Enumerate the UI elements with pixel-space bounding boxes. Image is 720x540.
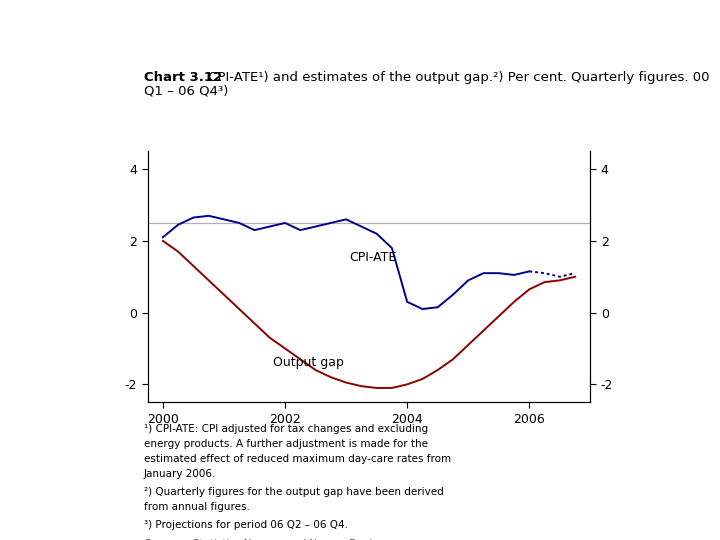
Text: from annual figures.: from annual figures.: [144, 502, 250, 512]
Text: CPI-ATE: CPI-ATE: [349, 251, 397, 264]
Text: Q1 – 06 Q4³): Q1 – 06 Q4³): [144, 84, 228, 97]
Text: ¹) CPI-ATE: CPI adjusted for tax changes and excluding: ¹) CPI-ATE: CPI adjusted for tax changes…: [144, 424, 428, 434]
Text: estimated effect of reduced maximum day-care rates from: estimated effect of reduced maximum day-…: [144, 454, 451, 464]
Text: ²) Quarterly figures for the output gap have been derived: ²) Quarterly figures for the output gap …: [144, 487, 444, 497]
Text: ³) Projections for period 06 Q2 – 06 Q4.: ³) Projections for period 06 Q2 – 06 Q4.: [144, 520, 348, 530]
Text: January 2006.: January 2006.: [144, 469, 217, 480]
Text: CPI-ATE¹) and estimates of the output gap.²) Per cent. Quarterly figures. 00: CPI-ATE¹) and estimates of the output ga…: [204, 71, 709, 84]
Text: energy products. A further adjustment is made for the: energy products. A further adjustment is…: [144, 439, 428, 449]
Text: Output gap: Output gap: [273, 356, 343, 369]
Text: Chart 3.12: Chart 3.12: [144, 71, 222, 84]
Text: Sources: Statistics Norway and Norges Bank: Sources: Statistics Norway and Norges Ba…: [144, 539, 374, 540]
